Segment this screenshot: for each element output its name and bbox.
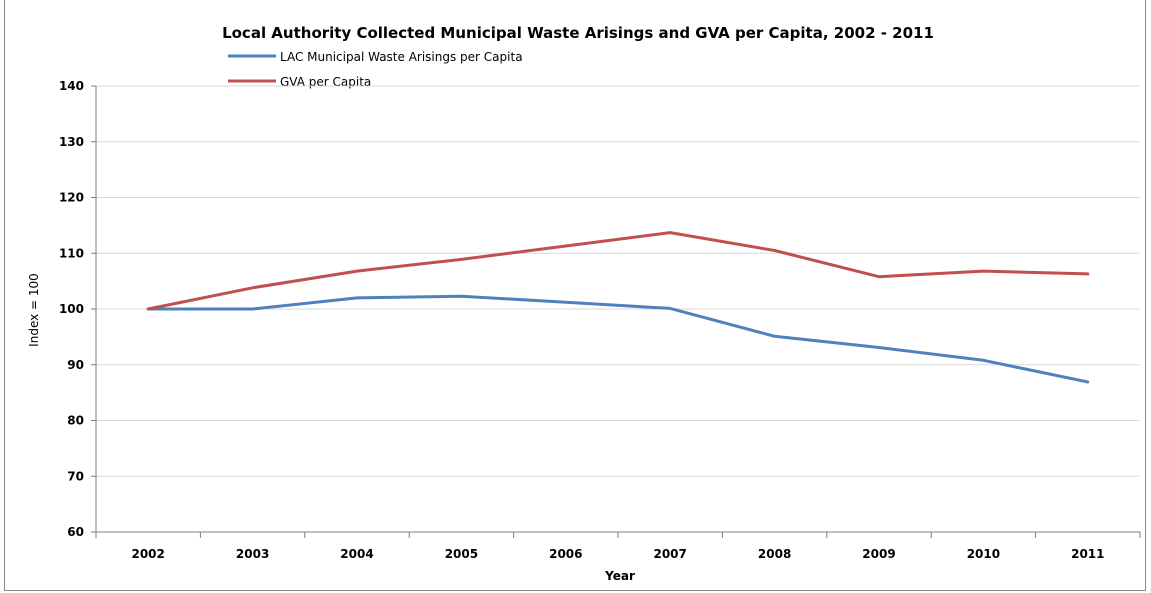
- series-group: [146, 231, 1090, 384]
- y-tick-label: 70: [67, 469, 84, 483]
- y-tick-label: 130: [59, 135, 84, 149]
- y-tick-label: 80: [67, 414, 84, 428]
- y-tick-label: 90: [67, 358, 84, 372]
- x-tick-label: 2002: [131, 547, 164, 561]
- legend-label-waste: LAC Municipal Waste Arisings per Capita: [280, 50, 523, 64]
- x-axis-title: Year: [604, 569, 635, 583]
- y-tick-label: 100: [59, 302, 84, 316]
- series-line-gva: [146, 231, 1090, 311]
- y-tick-label: 140: [59, 79, 84, 93]
- x-tick-label: 2010: [967, 547, 1000, 561]
- x-tick-label: 2011: [1071, 547, 1104, 561]
- x-tick-label: 2005: [445, 547, 478, 561]
- y-tick-label: 60: [67, 525, 84, 539]
- y-axis-title: Index = 100: [27, 273, 41, 347]
- x-tick-label: 2007: [653, 547, 686, 561]
- legend: LAC Municipal Waste Arisings per Capita …: [228, 50, 523, 89]
- x-tick-labels: 2002 2003 2004 2005 2006 2007 2008 2009 2010 2011: [131, 547, 1104, 561]
- x-tick-label: 2009: [862, 547, 895, 561]
- chart-frame: [4, 0, 1146, 591]
- x-tick-label: 2003: [236, 547, 269, 561]
- legend-label-gva: GVA per Capita: [280, 75, 371, 89]
- chart-title: Local Authority Collected Municipal Wast…: [222, 24, 934, 42]
- y-tick-label: 110: [59, 246, 84, 260]
- x-tick-label: 2004: [340, 547, 373, 561]
- y-tick-labels: 60 70 80 90 100 110 120 130 140: [59, 79, 84, 539]
- x-tick-label: 2008: [758, 547, 791, 561]
- series-line-waste: [146, 294, 1090, 384]
- y-tick-label: 120: [59, 191, 84, 205]
- x-tick-label: 2006: [549, 547, 582, 561]
- axes: [95, 86, 1141, 538]
- gridlines: [91, 85, 1140, 533]
